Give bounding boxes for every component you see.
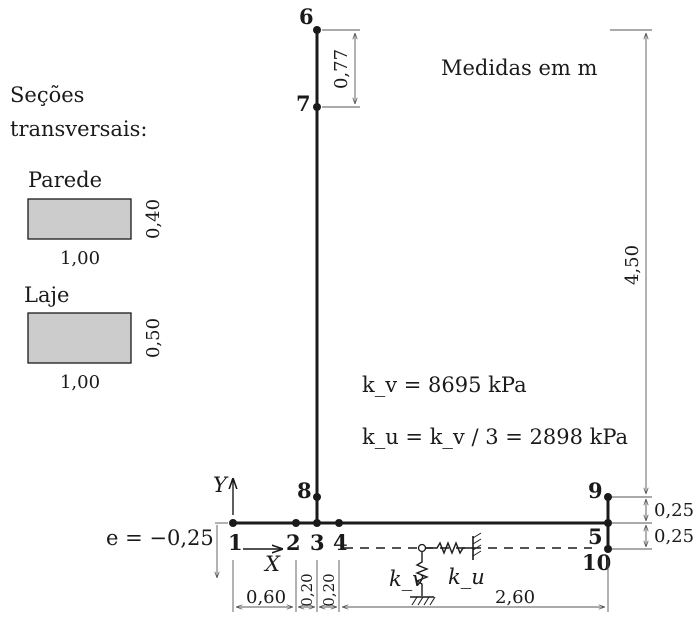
node-8-label: 8 xyxy=(297,478,312,503)
units-note: Medidas em m xyxy=(441,56,598,80)
section-laje-width: 1,00 xyxy=(60,372,100,393)
section-parede-name: Parede xyxy=(28,168,102,192)
section-parede-shape xyxy=(27,198,132,240)
node-6-dot xyxy=(313,26,321,34)
node-5-dot xyxy=(604,519,612,527)
dim-1-2-label: 0,60 xyxy=(246,587,286,608)
dim450-label: 4,50 xyxy=(622,245,643,285)
node-10-label: 10 xyxy=(582,550,611,575)
dim-5-10-label: 0,25 xyxy=(654,526,694,547)
sections-title-line-1: Seções xyxy=(10,83,84,107)
node-1-dot xyxy=(229,519,237,527)
section-parede-height: 0,40 xyxy=(143,199,164,239)
node-7-label: 7 xyxy=(296,91,311,116)
node-6-label: 6 xyxy=(299,4,314,29)
section-laje-shape xyxy=(27,312,132,364)
node-3-dot xyxy=(313,519,321,527)
formula-kv: k_v = 8695 kPa xyxy=(362,373,527,397)
dim-9-5-label: 0,25 xyxy=(654,500,694,521)
y-axis-label: Y xyxy=(213,473,229,497)
dim-2-3-label: 0,20 xyxy=(298,573,316,606)
node-10-dot xyxy=(604,545,612,553)
node-2-label: 2 xyxy=(286,530,301,555)
dim67-label: 0,77 xyxy=(331,49,352,89)
node-9-dot xyxy=(604,493,612,501)
dim-right-span-label: 2,60 xyxy=(495,587,535,608)
node-9-label: 9 xyxy=(588,478,603,503)
node-3-label: 3 xyxy=(310,530,325,555)
node-8-dot xyxy=(313,493,321,501)
spring-ku-label: k_u xyxy=(448,565,485,589)
dim-3-4-label: 0,20 xyxy=(320,573,338,606)
spring-kv-label: k_v xyxy=(389,567,424,591)
sections-title-line-2: transversais: xyxy=(10,117,148,141)
spring-support xyxy=(410,532,482,606)
node-1-label: 1 xyxy=(228,530,243,555)
node-7-dot xyxy=(313,103,321,111)
section-laje-name: Laje xyxy=(24,283,69,307)
node-5-label: 5 xyxy=(588,524,603,549)
section-parede-width: 1,00 xyxy=(60,248,100,269)
node-2-dot xyxy=(292,519,300,527)
node-4-dot xyxy=(335,519,343,527)
node-4-label: 4 xyxy=(333,530,348,555)
x-axis-label: X xyxy=(263,552,281,576)
section-laje-height: 0,50 xyxy=(143,318,164,358)
formula-ku: k_u = k_v / 3 = 2898 kPa xyxy=(362,425,628,449)
eccentricity-label: e = −0,25 xyxy=(106,526,214,550)
